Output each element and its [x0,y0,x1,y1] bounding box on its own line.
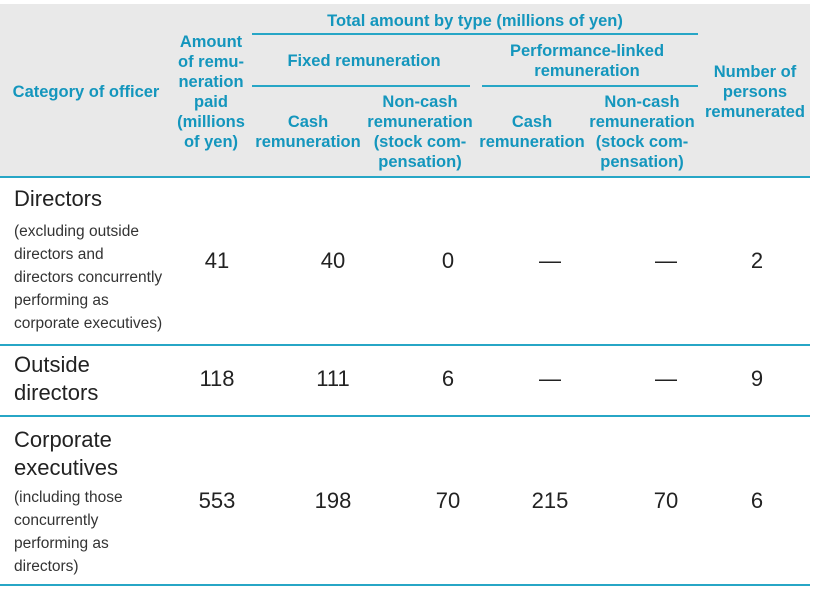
row-1-perf-cash: — [539,248,561,273]
table-header: Category of officer Amount of remu- nera… [0,4,810,177]
header-fixed-noncash: Non-cash remuneration (stock com- pensat… [367,93,473,171]
row-1-perf-noncash: — [655,248,677,273]
header-performance: Performance-linked remuneration [509,42,665,80]
row-1-fixed-cash: 40 [320,248,346,273]
row-3-perf-noncash: 70 [653,488,679,513]
header-perf-cash: Cash remuneration [479,113,585,151]
header-amount-paid: Amount of remu- neration paid (millions … [177,33,245,151]
row-divider [0,344,810,346]
row-2-perf-cash: — [539,366,561,391]
header-total-by-type: Total amount by type (millions of yen) [327,12,623,30]
row-2-amount: 118 [199,366,235,391]
row-divider [0,176,810,178]
header-fixed: Fixed remuneration [287,52,441,70]
row-2-fixed-noncash: 6 [441,366,455,391]
header-persons: Number of persons remunerated [705,63,805,121]
row-1-amount: 41 [204,248,230,273]
row-3-persons: 6 [750,488,764,513]
row-3-amount: 553 [198,488,236,513]
row-2-fixed-cash: 111 [316,366,350,391]
header-category: Category of officer [12,83,160,101]
row-3-category: Corporate executives [14,427,118,480]
row-1-category: Directors [14,186,103,211]
row-divider [0,584,810,586]
row-3-fixed-cash: 198 [314,488,352,513]
header-perf-noncash: Non-cash remuneration (stock com- pensat… [589,93,695,171]
row-2-category: Outside directors [14,352,99,405]
header-divider-total [252,33,698,35]
header-divider-performance [482,85,698,87]
row-1-fixed-noncash: 0 [441,248,455,273]
row-1-note: (excluding outside directors and directo… [14,223,163,332]
row-3-perf-cash: 215 [531,488,569,513]
row-divider [0,415,810,417]
row-2-perf-noncash: — [655,366,677,391]
row-3-fixed-noncash: 70 [435,488,461,513]
row-3-note: (including those concurrently performing… [14,489,123,575]
row-1-persons: 2 [750,248,764,273]
header-fixed-cash: Cash remuneration [255,113,361,151]
row-2-persons: 9 [750,366,764,391]
header-divider-fixed [252,85,470,87]
